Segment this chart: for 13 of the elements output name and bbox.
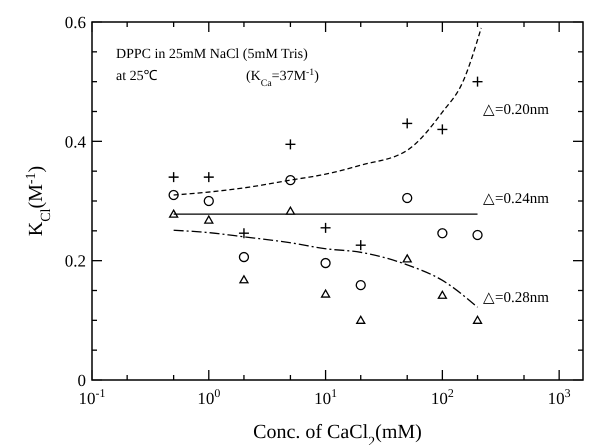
annotation: △=0.20nm <box>483 102 550 118</box>
y-tick-label: 0.4 <box>64 132 86 152</box>
x-tick-label: 10$^{3}$ <box>548 386 571 408</box>
y-tick-label: 0.2 <box>64 252 86 271</box>
x-tick-label: 10$^{0}$ <box>197 386 220 408</box>
annotation: DPPC in 25mM NaCl (5mM Tris) <box>116 47 308 62</box>
y-tick-label: 0.6 <box>64 13 86 32</box>
x-tick-label: 10$^{1}$ <box>314 386 338 408</box>
annotation: △=0.28nm <box>483 290 550 306</box>
annotation: at 25℃ <box>116 69 158 84</box>
annotation: △=0.24nm <box>483 191 550 207</box>
x-tick-label: 10$^{2}$ <box>430 386 454 408</box>
annotation: (K$_{Ca}$=37M$^{-1}$) <box>246 66 320 88</box>
